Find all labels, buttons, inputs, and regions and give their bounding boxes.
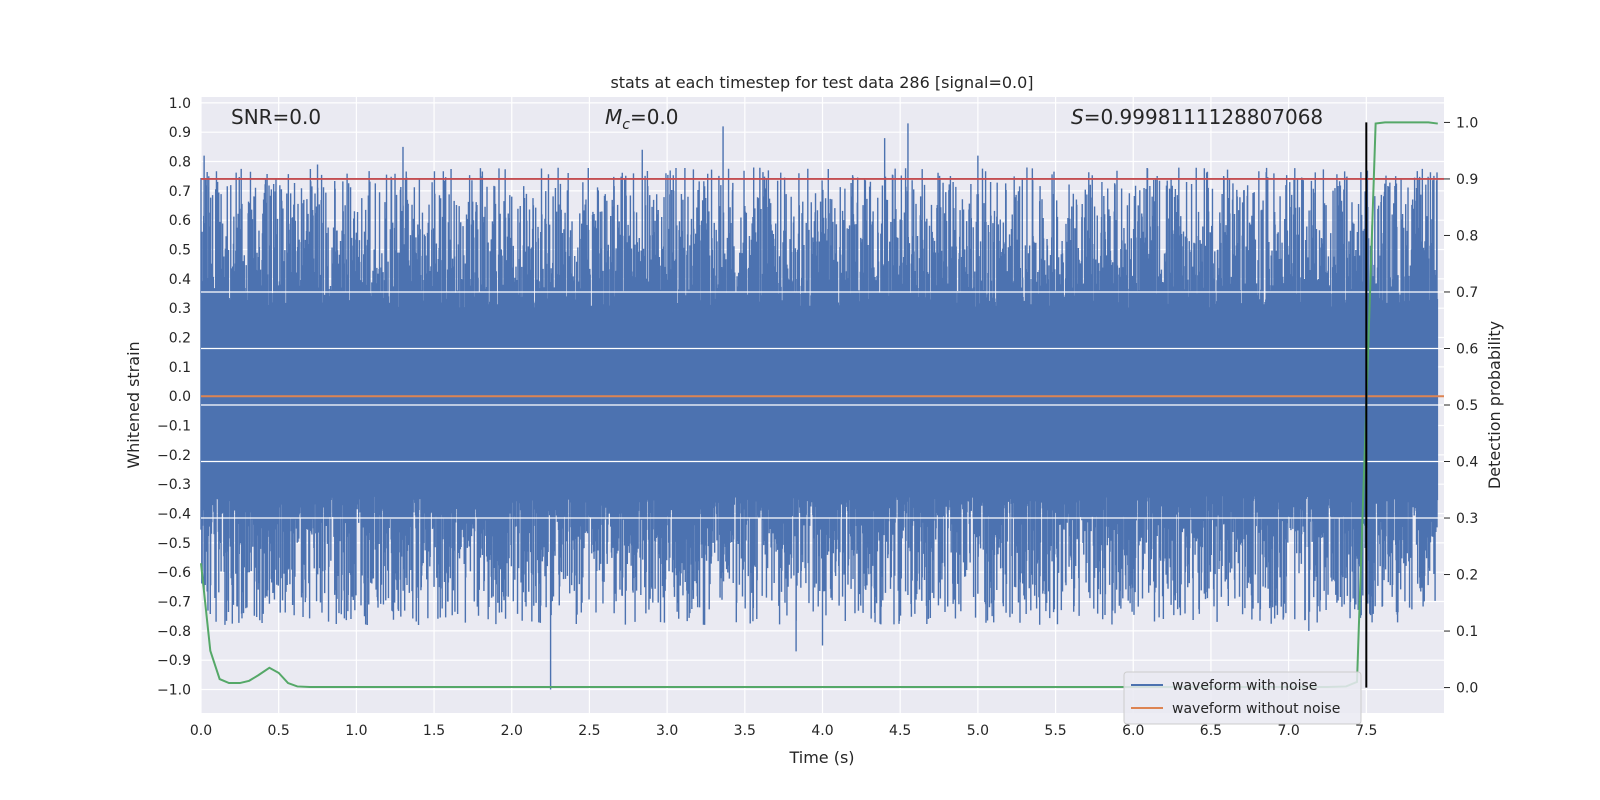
- tick-labels: 0.0 0.5 1.0 1.5 2.0 2.5 3.0 3.5 4.0 4.5 5.0 5.5 6.0 6…: [157, 96, 1478, 739]
- y2-tick-label: 0.4: [1456, 455, 1478, 471]
- y-tick-label: 0.8: [169, 155, 191, 171]
- y-tick-label: 0.1: [169, 360, 191, 376]
- y-tick-label: −0.4: [157, 507, 191, 523]
- y2-tick-label: 0.3: [1456, 511, 1478, 527]
- y-tick-label: −0.1: [157, 419, 191, 435]
- x-tick-label: 1.0: [345, 723, 367, 739]
- chart-title: stats at each timestep for test data 286…: [610, 73, 1033, 92]
- y-tick-label: 0.0: [169, 389, 191, 405]
- legend-label-noise: waveform with noise: [1172, 678, 1317, 694]
- y2-tick-label: 0.1: [1456, 624, 1478, 640]
- y-tick-label: −0.6: [157, 565, 191, 581]
- s-annotation: S=0.9998111128807068: [1071, 105, 1323, 129]
- x-tick-label: 4.0: [811, 723, 833, 739]
- legend-label-clean: waveform without noise: [1172, 701, 1340, 717]
- y2-tick-label: 0.8: [1456, 228, 1478, 244]
- mc-symbol: M: [605, 105, 622, 129]
- y-tick-label: −0.2: [157, 448, 191, 464]
- y-tick-label: 0.2: [169, 331, 191, 347]
- series-waveform-with-noise: [200, 123, 1439, 690]
- x-tick-label: 1.5: [423, 723, 445, 739]
- s-value: =0.9998111128807068: [1084, 105, 1323, 129]
- y2-tick-label: 1.0: [1456, 115, 1478, 131]
- x-tick-label: 2.5: [578, 723, 600, 739]
- y-tick-label: 0.3: [169, 301, 191, 317]
- mc-subscript: c: [622, 117, 630, 133]
- x-tick-label: 2.0: [501, 723, 523, 739]
- x-tick-label: 4.5: [889, 723, 911, 739]
- y2-tick-label: 0.0: [1456, 681, 1478, 697]
- x-tick-label: 5.0: [967, 723, 989, 739]
- snr-annotation: SNR=0.0: [231, 105, 321, 129]
- x-tick-label: 0.0: [190, 723, 212, 739]
- y2-tick-label: 0.7: [1456, 285, 1478, 301]
- y-tick-label: 0.5: [169, 243, 191, 259]
- y-tick-label: −0.8: [157, 624, 191, 640]
- y-tick-label: 0.4: [169, 272, 191, 288]
- y-tick-label: 1.0: [169, 96, 191, 112]
- s-symbol: S: [1071, 105, 1084, 129]
- y2-tick-label: 0.6: [1456, 341, 1478, 357]
- x-tick-label: 3.0: [656, 723, 678, 739]
- x-tick-label: 7.0: [1277, 723, 1299, 739]
- legend: waveform with noise waveform without noi…: [1123, 671, 1362, 725]
- y-tick-label: 0.9: [169, 125, 191, 141]
- y2-tick-label: 0.9: [1456, 172, 1478, 188]
- x-tick-label: 3.5: [734, 723, 756, 739]
- overlay-lines: [200, 121, 1444, 688]
- noise-waveform-core: [201, 308, 1438, 496]
- y2-tick-label: 0.2: [1456, 568, 1478, 584]
- detection-probability-line: [200, 121, 1438, 688]
- mc-value: =0.0: [630, 105, 679, 129]
- y2-tick-label: 0.5: [1456, 398, 1478, 414]
- y-tick-label: −0.9: [157, 653, 191, 669]
- y-tick-label: −0.3: [157, 477, 191, 493]
- y-axis-label: Whitened strain: [124, 341, 143, 468]
- y-tick-label: 0.7: [169, 184, 191, 200]
- y-tick-label: −1.0: [157, 683, 191, 699]
- x-tick-label: 5.5: [1044, 723, 1066, 739]
- mc-annotation: Mc=0.0: [605, 105, 679, 133]
- x-tick-label: 0.5: [268, 723, 290, 739]
- x-tick-label: 7.5: [1355, 723, 1377, 739]
- y-tick-label: −0.7: [157, 595, 191, 611]
- x-tick-label: 6.0: [1122, 723, 1144, 739]
- y-tick-label: 0.6: [169, 213, 191, 229]
- y2-axis-label: Detection probability: [1485, 321, 1504, 489]
- x-axis-label: Time (s): [788, 748, 854, 767]
- x-tick-label: 6.5: [1200, 723, 1222, 739]
- legend-box: [1123, 671, 1362, 725]
- y-tick-label: −0.5: [157, 536, 191, 552]
